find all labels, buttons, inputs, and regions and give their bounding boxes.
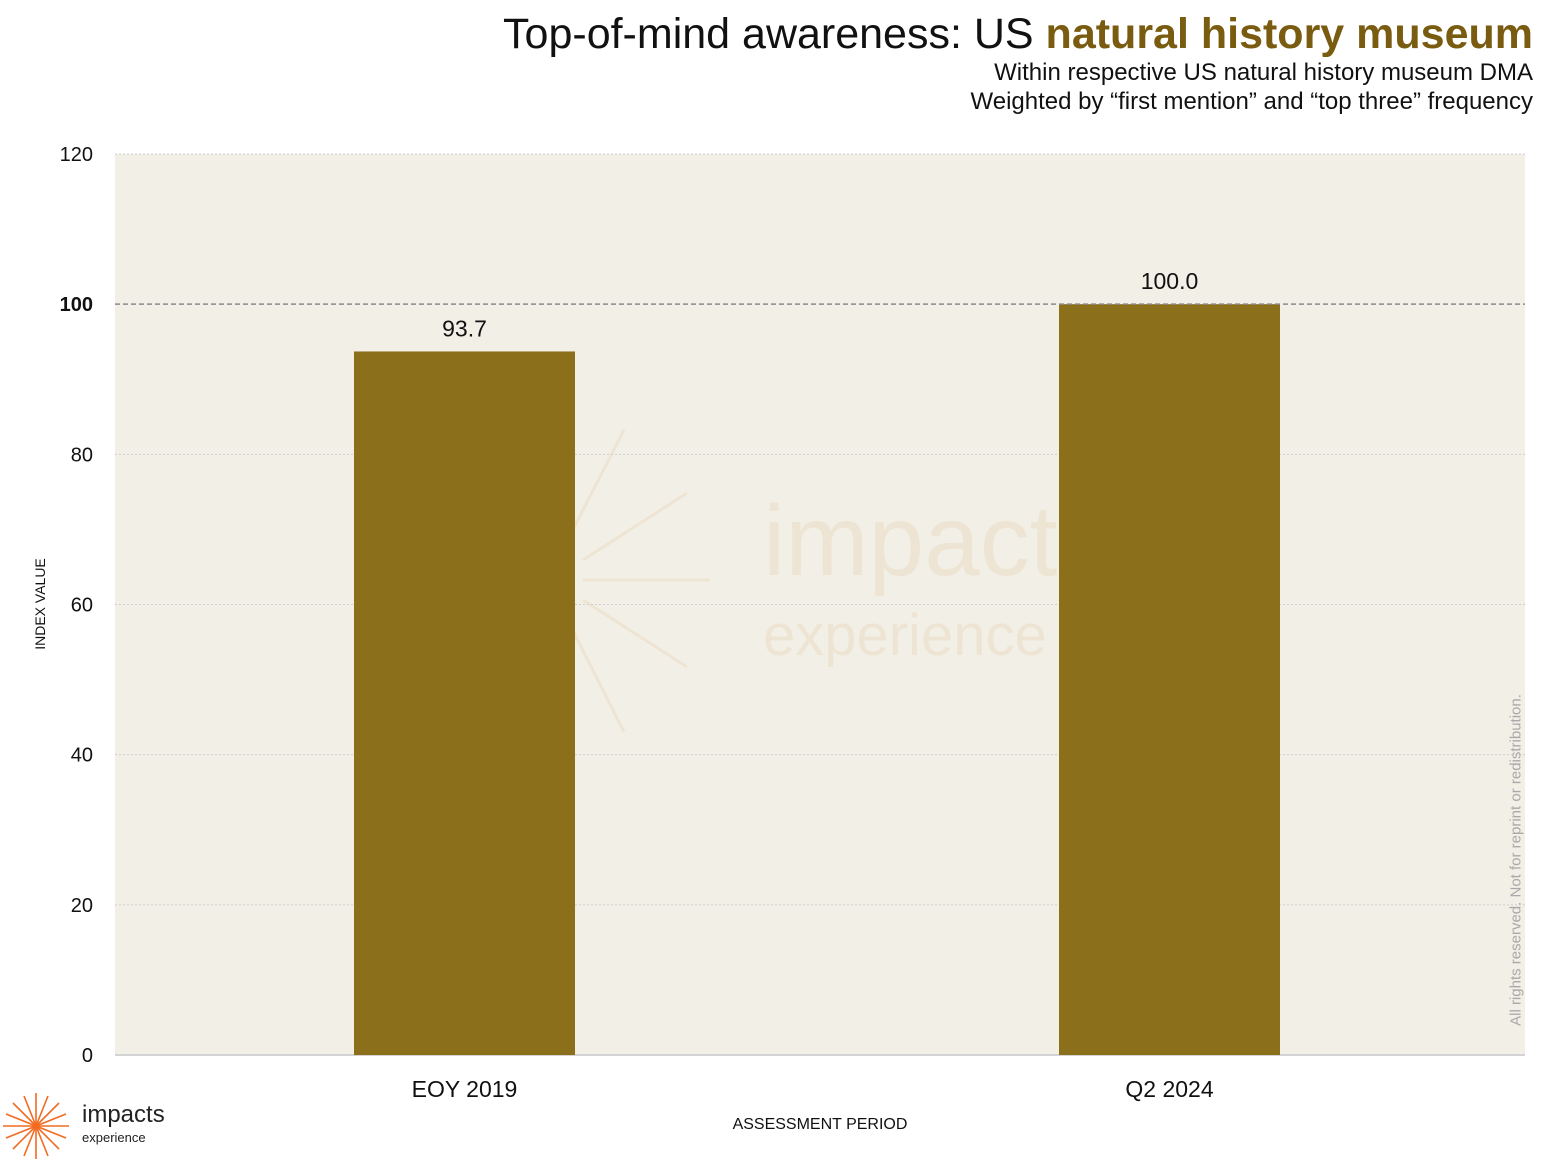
bar-value-label: 93.7: [442, 315, 487, 341]
subtitle-line-1: Within respective US natural history mus…: [994, 59, 1533, 86]
watermark-line-1: impacts: [763, 485, 1108, 597]
bars: [354, 304, 1280, 1056]
y-tick-label: 100: [60, 294, 93, 316]
chart-subtitle: Within respective US natural history mus…: [971, 58, 1534, 116]
watermark-line-2: experience: [763, 603, 1047, 668]
y-tick-label: 20: [71, 895, 93, 917]
y-tick-labels: 0 20 40 60 80 100 120: [60, 144, 93, 1067]
chart-title: Top-of-mind awareness: US natural histor…: [503, 8, 1533, 60]
y-tick-label: 80: [71, 444, 93, 466]
subtitle-line-2: Weighted by “first mention” and “top thr…: [970, 88, 1534, 115]
bar: [354, 351, 575, 1055]
y-tick-label: 0: [82, 1045, 93, 1067]
watermark: impacts experience: [563, 429, 1108, 733]
bar: [1059, 304, 1280, 1056]
x-tick-labels: EOY 2019 Q2 2024: [412, 1076, 1214, 1102]
x-axis-label: ASSESSMENT PERIOD: [732, 1116, 908, 1133]
y-axis-label: INDEX VALUE: [32, 558, 48, 650]
y-tick-label: 40: [71, 745, 93, 767]
data-labels: 93.7 100.0: [442, 268, 1198, 341]
bar-value-label: 100.0: [1141, 268, 1199, 294]
chart-title-prefix: Top-of-mind awareness: US: [503, 10, 1046, 58]
gridlines: [115, 153, 1525, 1056]
logo-text-experience: experience: [82, 1130, 146, 1145]
chart-title-highlight: natural history museum: [1045, 10, 1533, 58]
x-tick-label: Q2 2024: [1125, 1076, 1213, 1102]
x-tick-label: EOY 2019: [412, 1076, 518, 1102]
y-tick-label: 60: [71, 595, 93, 617]
sunburst-icon: [3, 1093, 69, 1159]
logo-text-impacts: impacts: [82, 1101, 165, 1128]
y-tick-label: 120: [60, 144, 93, 166]
copyright-notice: All rights reserved. Not for reprint or …: [1507, 694, 1525, 1026]
logo: [3, 1093, 69, 1159]
